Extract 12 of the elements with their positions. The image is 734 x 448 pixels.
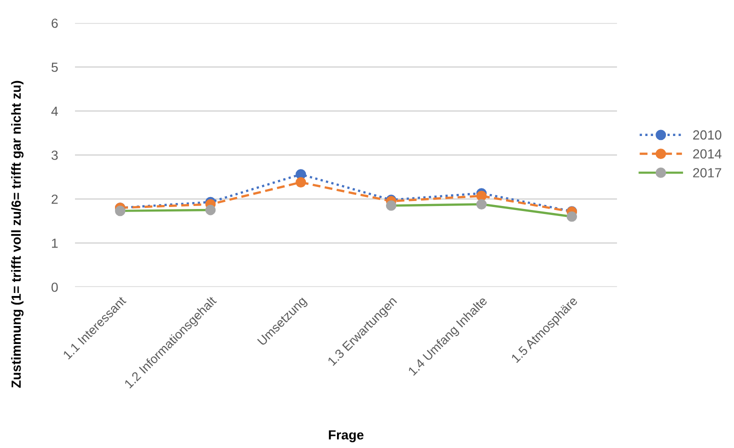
y-axis-title: Zustimmung (1= trifft voll zu/6= trifft gar nicht zu) xyxy=(11,80,24,388)
y-tick-label: 5 xyxy=(52,62,58,72)
y-tick-label: 6 xyxy=(52,18,58,28)
x-axis-title: Frage xyxy=(328,430,364,442)
y-tick-label: 4 xyxy=(51,106,58,116)
y-tick-label: 0 xyxy=(52,282,58,292)
y-tick-label: 3 xyxy=(52,150,58,160)
y-tick-label: 1 xyxy=(52,238,58,248)
y-tick-label: 2 xyxy=(52,194,58,204)
legend-label: 2010 xyxy=(693,130,722,140)
legend-label: 2014 xyxy=(693,149,722,159)
legend-label: 2017 xyxy=(693,168,722,178)
